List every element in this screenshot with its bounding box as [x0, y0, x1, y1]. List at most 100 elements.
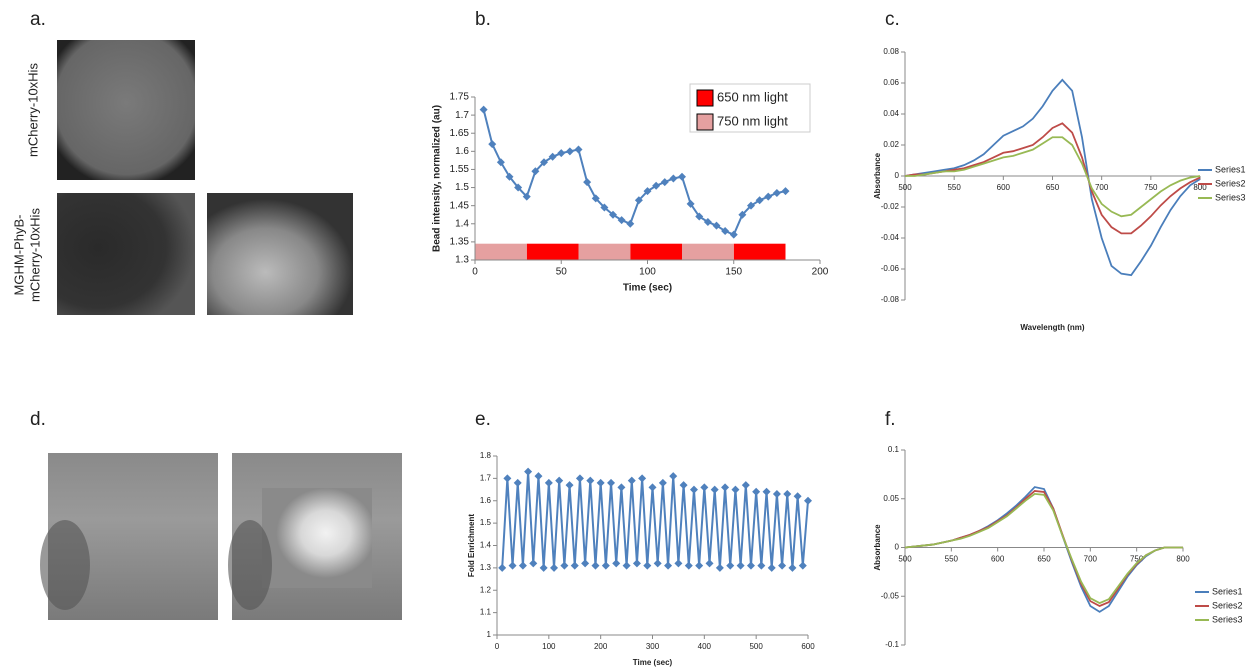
panel-label: b.: [475, 9, 491, 30]
data-point: [674, 559, 683, 568]
data-point: [548, 152, 557, 161]
data-point: [565, 481, 574, 490]
light-band: [682, 243, 734, 260]
legend-label: 650 nm light: [717, 89, 788, 104]
y-tick-label: 1.1: [480, 608, 492, 617]
x-tick-label: 750: [1144, 183, 1158, 192]
y-tick-label: 1: [487, 630, 492, 639]
micrograph: [57, 40, 195, 180]
data-point: [664, 561, 673, 570]
data-point: [617, 216, 626, 225]
x-tick-label: 200: [812, 267, 829, 278]
panel-label: e.: [475, 409, 491, 430]
data-point: [634, 196, 643, 205]
series-line: [482, 109, 786, 236]
data-point: [518, 561, 527, 570]
data-point: [736, 561, 745, 570]
panel-label: c.: [885, 9, 900, 30]
data-point: [609, 210, 617, 219]
y-tick-label: 1.65: [450, 128, 470, 139]
panel-label: f.: [885, 409, 896, 430]
y-tick-label: 1.5: [480, 518, 492, 527]
data-point: [550, 563, 559, 572]
data-point: [617, 483, 626, 492]
micrograph-shadow: [40, 520, 90, 610]
data-point: [731, 485, 740, 494]
data-point: [575, 474, 584, 483]
data-point: [555, 476, 564, 485]
legend-label: Series2: [1215, 178, 1246, 188]
x-tick-label: 500: [749, 642, 763, 651]
data-point: [539, 563, 548, 572]
x-tick-label: 750: [1130, 555, 1144, 564]
y-tick-label: 1.3: [480, 563, 492, 572]
light-band: [733, 243, 786, 260]
data-point: [746, 561, 755, 570]
y-tick-label: -0.08: [881, 295, 900, 304]
data-point: [488, 140, 497, 149]
y-tick-label: -0.1: [885, 640, 899, 649]
data-point: [586, 476, 595, 485]
data-point: [772, 188, 781, 197]
legend-swatch: [696, 89, 714, 107]
y-tick-label: 1.75: [450, 92, 470, 103]
data-point: [514, 183, 523, 192]
series-line: [904, 492, 1183, 605]
y-tick-label: 1.6: [480, 496, 492, 505]
y-tick-label: 1.7: [455, 110, 469, 121]
data-point: [752, 487, 761, 496]
x-tick-label: 650: [1037, 555, 1051, 564]
data-point: [600, 203, 609, 212]
data-point: [788, 563, 797, 572]
data-point: [726, 561, 735, 570]
image-label: mCherry-10xHis: [27, 208, 42, 302]
y-tick-label: 0.1: [888, 445, 900, 454]
y-tick-label: 1.35: [450, 237, 470, 248]
data-point: [583, 178, 592, 187]
data-point: [783, 490, 792, 499]
y-tick-label: -0.05: [881, 591, 900, 600]
data-point: [689, 485, 698, 494]
y-tick-label: 0: [895, 171, 900, 180]
data-point: [710, 485, 719, 494]
data-point: [715, 563, 724, 572]
data-point: [798, 561, 807, 570]
data-point: [660, 178, 669, 187]
y-tick-label: 1.8: [480, 451, 492, 460]
y-axis-title: Absorbance: [873, 524, 882, 571]
light-band: [526, 243, 579, 260]
y-tick-label: -0.06: [881, 264, 900, 273]
data-point: [591, 194, 600, 203]
legend-label: Series3: [1215, 192, 1246, 202]
panel-label: d.: [30, 409, 46, 430]
x-tick-label: 800: [1193, 183, 1207, 192]
legend-label: Series2: [1212, 600, 1243, 610]
x-tick-label: 50: [556, 267, 568, 278]
data-point: [496, 158, 505, 167]
x-axis-title: Time (sec): [623, 283, 672, 294]
series-line: [501, 471, 809, 568]
data-point: [544, 478, 553, 487]
data-point: [778, 561, 787, 570]
data-point: [498, 563, 507, 572]
data-point: [648, 483, 657, 492]
data-point: [695, 561, 704, 570]
data-point: [638, 474, 647, 483]
data-point: [508, 561, 517, 570]
data-point: [643, 187, 652, 196]
x-tick-label: 0: [495, 642, 500, 651]
data-point: [653, 559, 662, 568]
series-line: [904, 122, 1201, 235]
data-point: [632, 559, 641, 568]
data-point: [574, 145, 583, 154]
x-tick-label: 550: [945, 555, 959, 564]
data-point: [534, 472, 543, 481]
light-band: [630, 243, 682, 260]
data-point: [612, 559, 621, 568]
data-point: [601, 561, 610, 570]
image-label: mCherry-10xHis: [25, 63, 40, 157]
data-point: [712, 221, 721, 230]
data-point: [524, 467, 533, 476]
data-point: [700, 483, 709, 492]
